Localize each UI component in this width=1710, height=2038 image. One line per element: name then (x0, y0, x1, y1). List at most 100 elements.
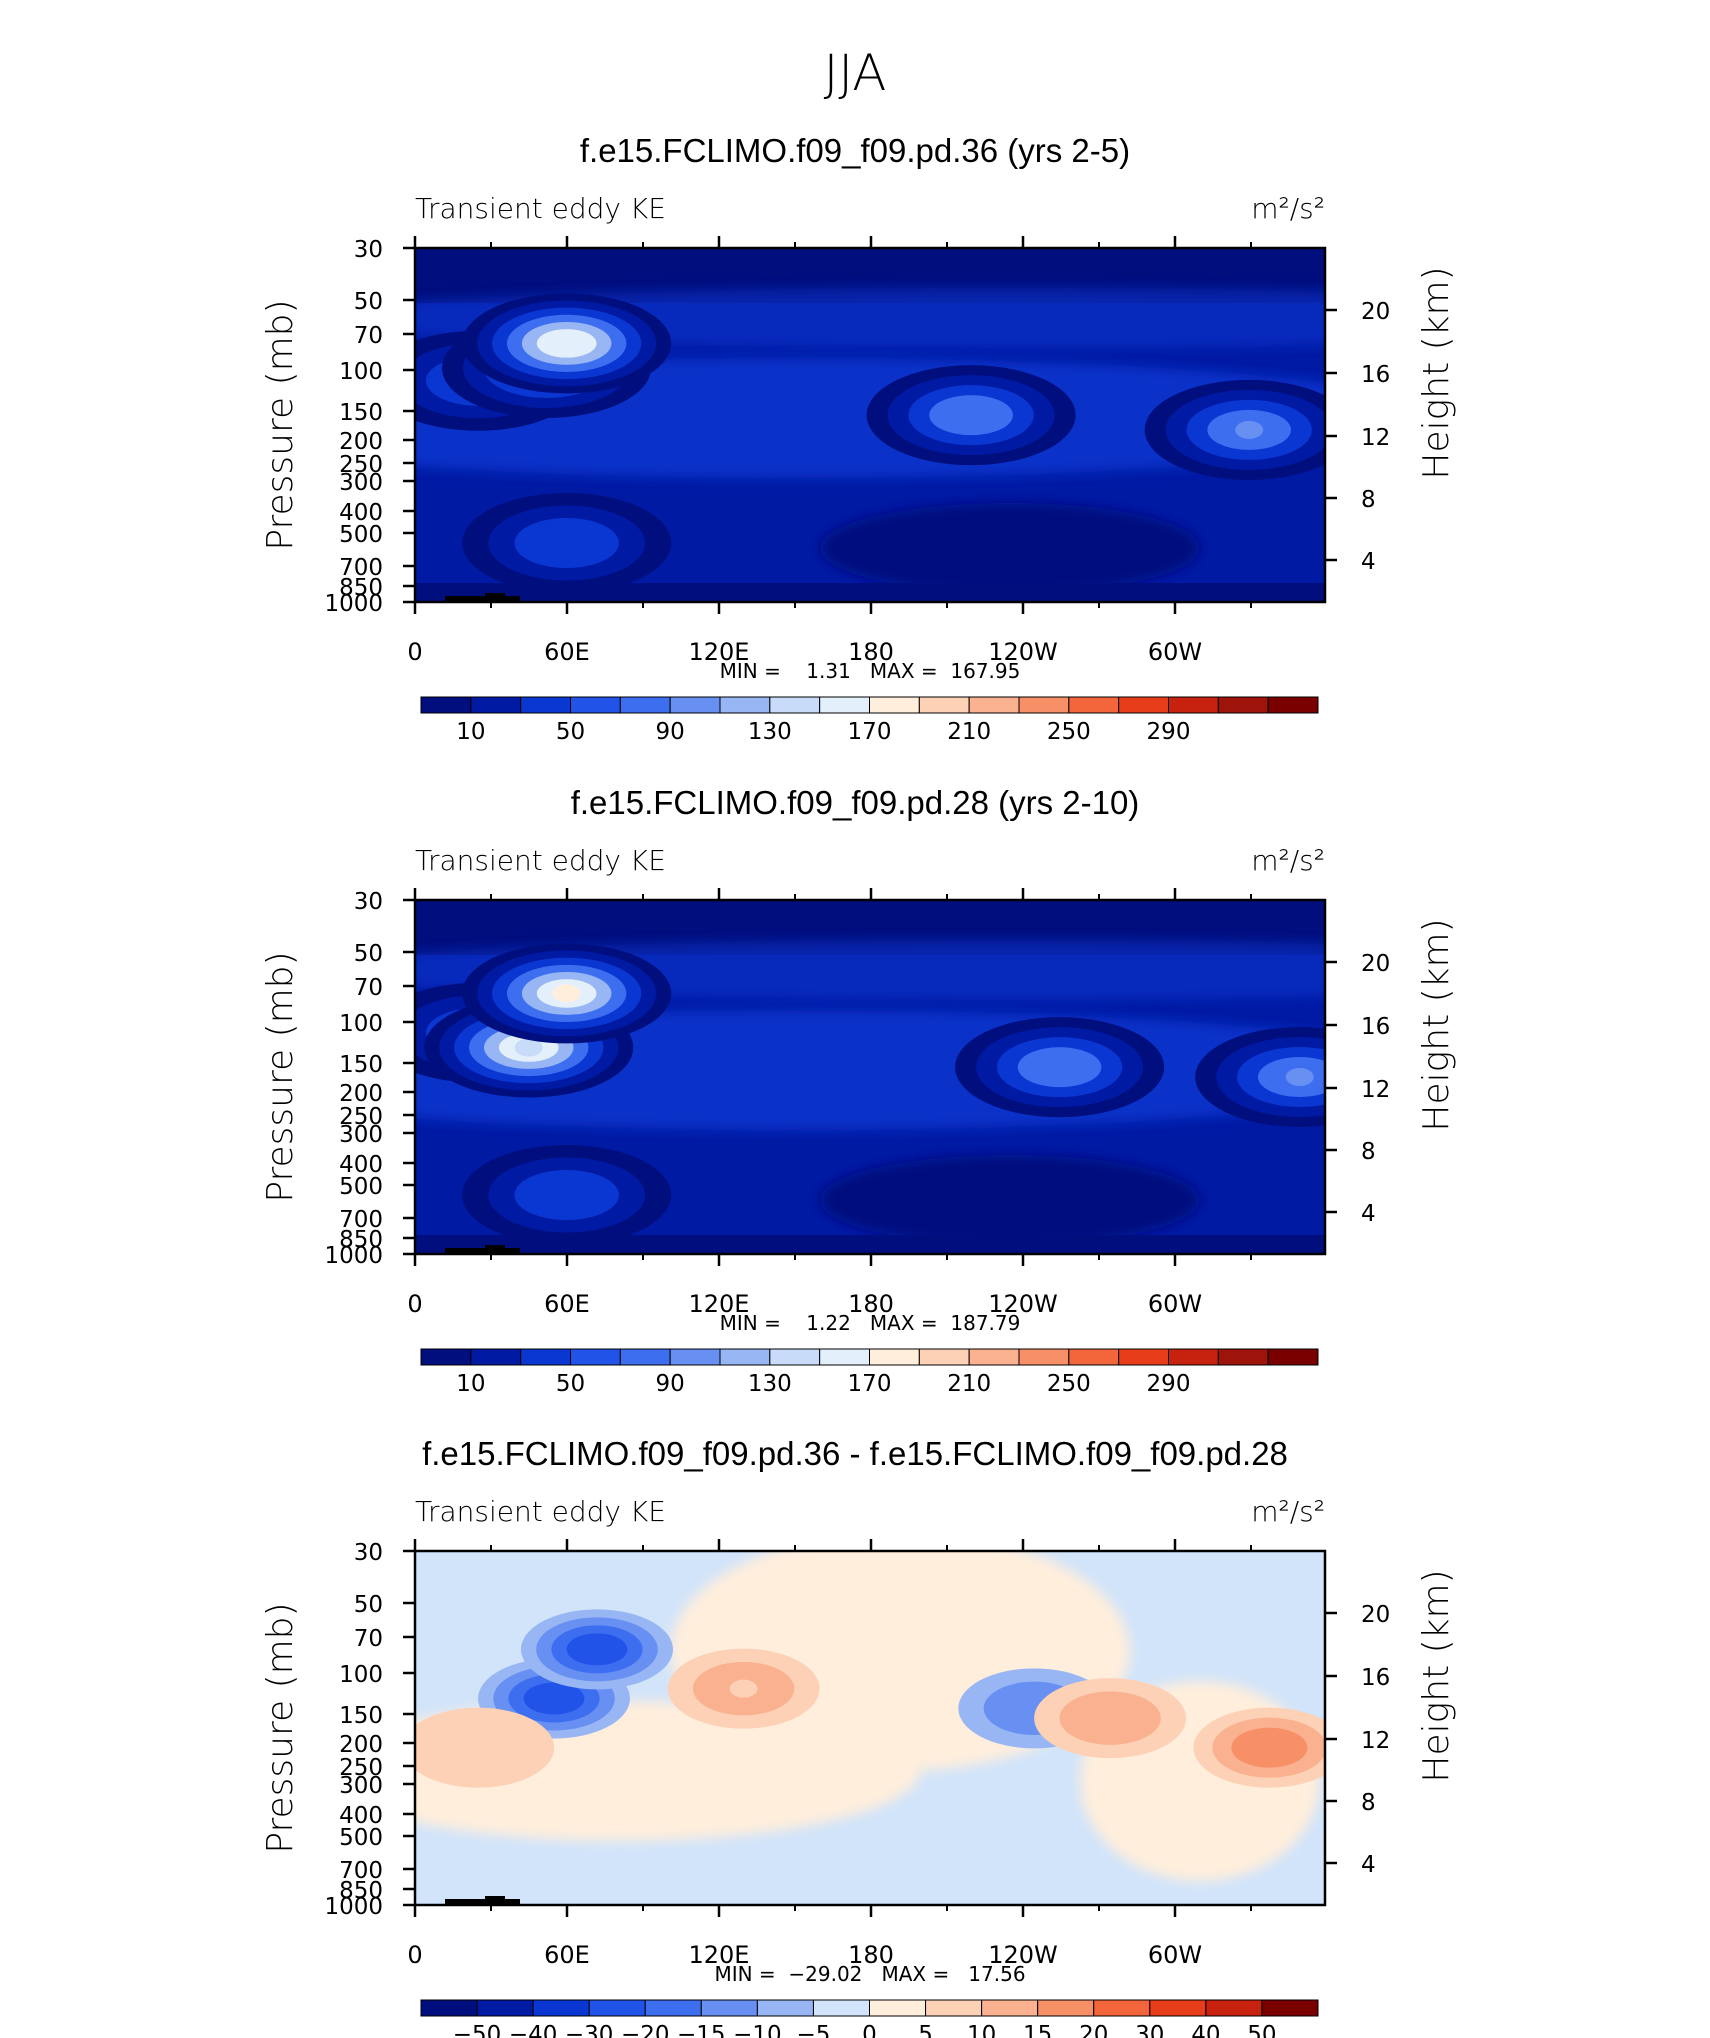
y-right-axis-label: Height (km) (1416, 918, 1457, 1131)
colorbar-label: 10 (456, 1371, 485, 1397)
y-tick-label: 50 (354, 1592, 383, 1618)
y-tick-label: 500 (339, 1174, 383, 1200)
colorbar-box (819, 1348, 871, 1366)
y-tick-label: 1000 (324, 591, 383, 617)
y-right-tick-label: 12 (1361, 1728, 1390, 1754)
y-right-tick-label: 16 (1361, 1014, 1390, 1040)
contour-peak-6 (552, 1186, 581, 1204)
colorbar-label: 50 (556, 1371, 585, 1397)
topography (445, 1245, 520, 1254)
x-tick-label: 60W (1148, 1290, 1202, 1318)
x-tick-label: 60E (544, 1941, 590, 1969)
colorbar-box (644, 1999, 702, 2017)
colorbar-box (1068, 696, 1120, 714)
y-right-tick-label: 20 (1361, 951, 1390, 977)
colorbar-box (1261, 1999, 1319, 2017)
contour-peak-2 (583, 1640, 611, 1659)
y-tick-label: 50 (354, 289, 383, 315)
panel-title: f.e15.FCLIMO.f09_f09.pd.28 (yrs 2-10) (571, 784, 1140, 821)
colorbar-box (1168, 1348, 1219, 1366)
colorbar-label: 250 (1047, 719, 1091, 745)
y-axis-label: Pressure (mb) (260, 1602, 301, 1853)
contour-peak-4 (1045, 1058, 1074, 1077)
colorbar-box (769, 696, 821, 714)
contour-band (415, 1701, 920, 1841)
colorbar-box (619, 696, 671, 714)
colorbar-box (520, 696, 572, 714)
y-tick-label: 1000 (324, 1894, 383, 1920)
panels: f.e15.FCLIMO.f09_f09.pd.36 (yrs 2-5) Tran… (260, 132, 1457, 2038)
colorbar-box (1217, 1348, 1269, 1366)
colorbar-label: 130 (748, 1371, 792, 1397)
stats-label: MIN = 1.22 MAX = 187.79 (720, 1311, 1021, 1335)
colorbar-label: 250 (1047, 1371, 1091, 1397)
colorbar-label: −50 (453, 2022, 502, 2038)
y-tick-label: 100 (339, 1011, 383, 1037)
y-tick-label: 500 (339, 522, 383, 548)
stats-label: MIN = 1.31 MAX = 167.95 (720, 659, 1021, 683)
colorbar-box (470, 696, 522, 714)
colorbar-label: −40 (509, 2022, 558, 2038)
y-right-tick-label: 16 (1361, 362, 1390, 388)
panel-1: f.e15.FCLIMO.f09_f09.pd.36 (yrs 2-5) Tran… (260, 132, 1457, 745)
colorbar-label: 170 (848, 719, 892, 745)
colorbar-label: 20 (1079, 2022, 1108, 2038)
contour-peak-3 (729, 1679, 758, 1698)
colorbar-label: 130 (748, 719, 792, 745)
x-tick-label: 120W (988, 638, 1058, 666)
y-tick-label: 1000 (324, 1243, 383, 1269)
colorbar-box (1018, 696, 1070, 714)
plot-area (415, 1551, 1325, 1905)
colorbar-box (588, 1999, 646, 2017)
colorbar-box (1118, 696, 1169, 714)
y-tick-label: 250 (339, 1104, 383, 1130)
stats-label: MIN = −29.02 MAX = 17.56 (714, 1962, 1025, 1986)
right-string: m²/s² (1251, 192, 1325, 225)
colorbar-label: 50 (556, 719, 585, 745)
y-right-tick-label: 4 (1361, 1852, 1376, 1878)
left-string: Transient eddy KE (415, 1495, 666, 1528)
y-right-tick-label: 12 (1361, 1077, 1390, 1103)
y-right-tick-label: 4 (1361, 549, 1376, 575)
colorbar-box (719, 1348, 771, 1366)
right-string: m²/s² (1251, 844, 1325, 877)
x-tick-label: 120E (689, 1290, 750, 1318)
left-string: Transient eddy KE (415, 844, 666, 877)
colorbar-box (1217, 696, 1269, 714)
colorbar-box (669, 696, 721, 714)
y-tick-label: 30 (354, 889, 383, 915)
colorbar-box (812, 1999, 870, 2017)
colorbar-box (420, 696, 472, 714)
colorbar-box (669, 1348, 721, 1366)
y-tick-label: 150 (339, 400, 383, 426)
y-tick-label: 300 (339, 1773, 383, 1799)
y-right-tick-label: 16 (1361, 1665, 1390, 1691)
y-tick-label: 850 (339, 1227, 383, 1253)
colorbar-box (1118, 1348, 1169, 1366)
colorbar-label: 210 (947, 1371, 991, 1397)
colorbar-box (520, 1348, 572, 1366)
y-tick-label: 400 (339, 1803, 383, 1829)
colorbar-label: −5 (796, 2022, 830, 2038)
colorbar-box (756, 1999, 814, 2017)
y-tick-label: 700 (339, 555, 383, 581)
topography (445, 593, 520, 602)
y-right-tick-label: 20 (1361, 1602, 1390, 1628)
colorbar-label: 290 (1147, 1371, 1191, 1397)
x-tick-label: 60W (1148, 1941, 1202, 1969)
colorbar-box (968, 696, 1020, 714)
colorbar-box (819, 696, 871, 714)
x-tick-label: 60W (1148, 638, 1202, 666)
contour-peak-7 (464, 1738, 493, 1757)
left-string: Transient eddy KE (415, 192, 666, 225)
contour-band (820, 503, 1200, 593)
colorbar-label: 290 (1147, 719, 1191, 745)
colorbar-label: 15 (1023, 2022, 1052, 2038)
colorbar-box (570, 696, 621, 714)
y-tick-label: 400 (339, 1152, 383, 1178)
colorbar-label: 10 (456, 719, 485, 745)
y-tick-label: 70 (354, 975, 383, 1001)
y-right-tick-label: 8 (1361, 1790, 1376, 1816)
panel-3: f.e15.FCLIMO.f09_f09.pd.36 - f.e15.FCLIM… (260, 1435, 1457, 2038)
contour-peak-3 (552, 334, 581, 353)
